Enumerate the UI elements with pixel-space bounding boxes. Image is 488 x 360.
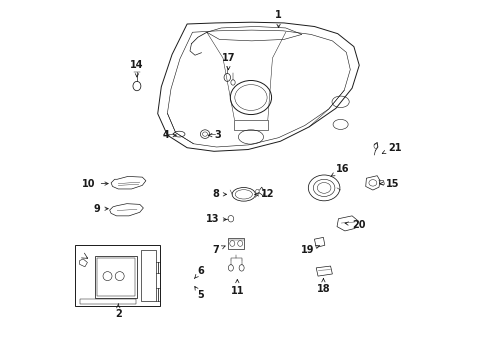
Text: 6: 6: [194, 266, 203, 278]
Text: 20: 20: [345, 220, 365, 230]
Text: 10: 10: [82, 179, 108, 189]
Text: 1: 1: [275, 10, 282, 28]
Text: 3: 3: [208, 130, 220, 140]
Text: 19: 19: [300, 245, 319, 255]
Text: 5: 5: [194, 287, 203, 301]
Text: 16: 16: [330, 164, 349, 176]
Text: 11: 11: [230, 279, 244, 296]
Text: 21: 21: [382, 143, 401, 153]
Text: 12: 12: [254, 189, 274, 199]
Text: 14: 14: [130, 60, 143, 77]
Text: 17: 17: [221, 53, 235, 70]
Text: 9: 9: [93, 204, 108, 214]
Text: 13: 13: [205, 215, 226, 224]
Text: 15: 15: [379, 179, 399, 189]
Text: 8: 8: [212, 189, 226, 199]
Text: 4: 4: [162, 130, 176, 140]
Text: 2: 2: [115, 304, 122, 319]
Text: 7: 7: [212, 245, 224, 255]
Text: 18: 18: [316, 279, 329, 294]
